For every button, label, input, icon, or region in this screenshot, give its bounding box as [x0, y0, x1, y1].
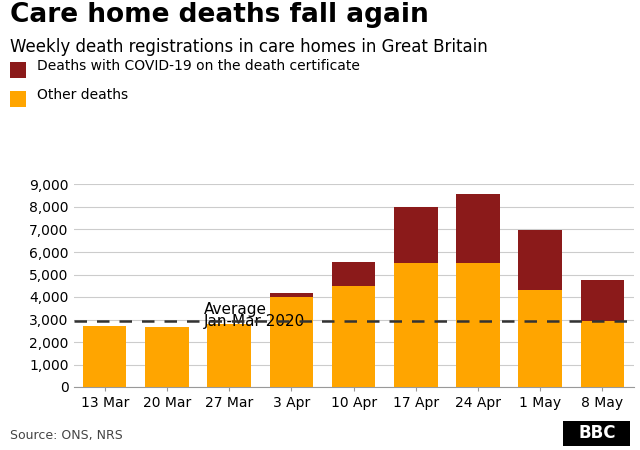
- Bar: [269, 292, 313, 297]
- Text: Weekly death registrations in care homes in Great Britain: Weekly death registrations in care homes…: [10, 38, 487, 56]
- Text: Deaths with COVID-19 on the death certificate: Deaths with COVID-19 on the death certif…: [37, 59, 360, 73]
- Bar: [83, 326, 127, 387]
- Bar: [456, 194, 500, 263]
- Text: BBC: BBC: [578, 424, 616, 442]
- Bar: [332, 286, 376, 387]
- Text: Average: Average: [204, 302, 268, 316]
- Bar: [456, 263, 500, 387]
- Bar: [207, 324, 251, 387]
- Bar: [332, 262, 376, 286]
- Text: Source: ONS, NRS: Source: ONS, NRS: [10, 429, 122, 442]
- Bar: [394, 207, 438, 263]
- Text: Care home deaths fall again: Care home deaths fall again: [10, 2, 428, 28]
- Bar: [269, 297, 313, 387]
- Bar: [518, 230, 562, 290]
- Bar: [394, 263, 438, 387]
- Text: Jan-Mar 2020: Jan-Mar 2020: [204, 314, 305, 329]
- Bar: [145, 327, 189, 387]
- Text: Other deaths: Other deaths: [37, 88, 128, 103]
- Bar: [518, 290, 562, 387]
- Bar: [580, 280, 624, 320]
- Bar: [580, 320, 624, 387]
